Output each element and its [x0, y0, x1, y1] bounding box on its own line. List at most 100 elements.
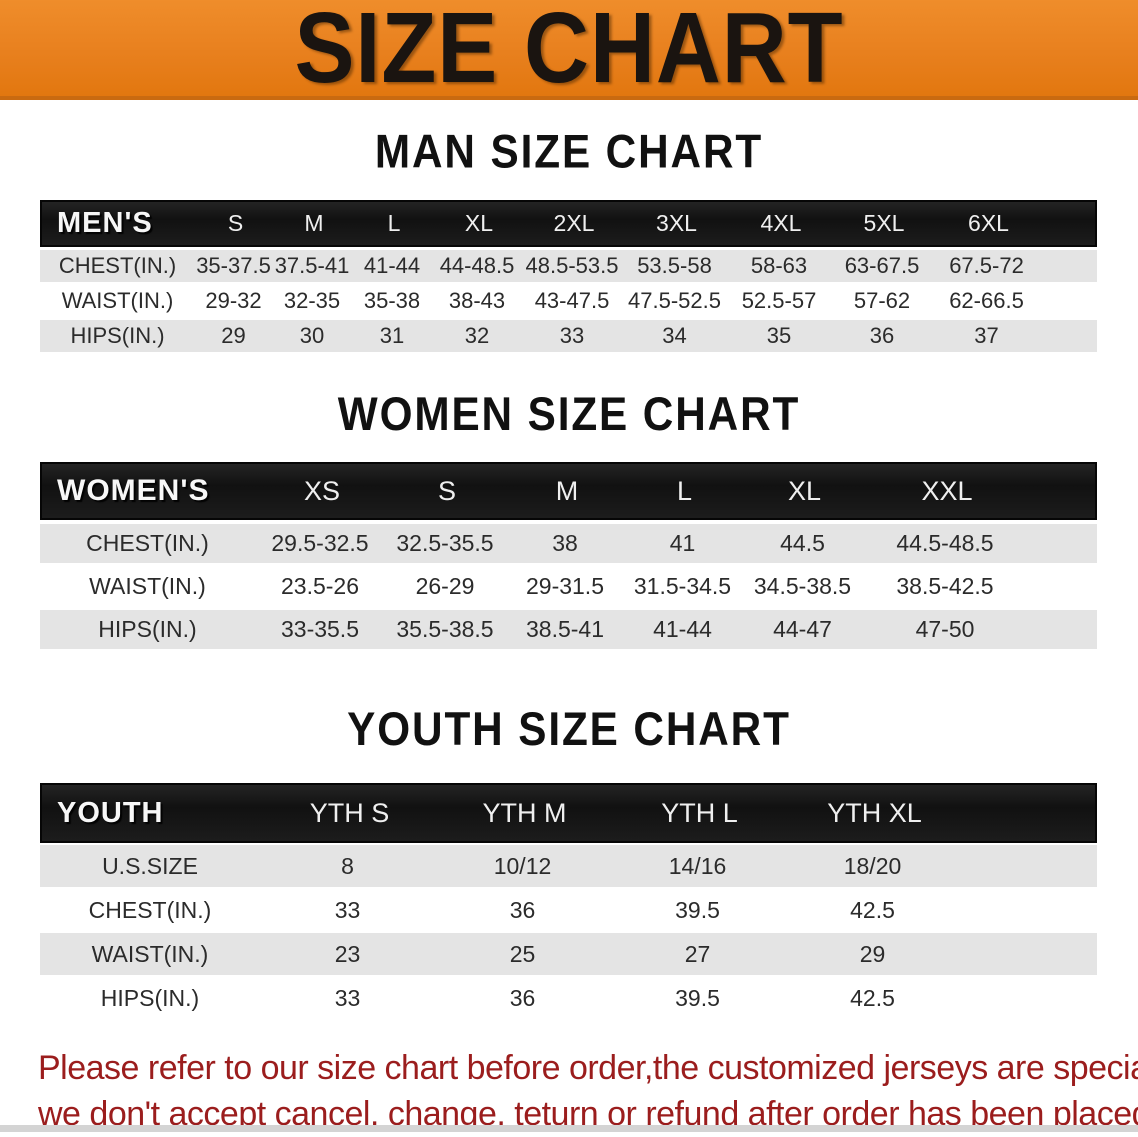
measurement-cell: 52.5-57	[741, 288, 817, 313]
measurement-cell: 41-44	[363, 253, 421, 278]
measurement-cell: 39.5	[675, 896, 720, 923]
measurement-cell: 34	[662, 323, 687, 348]
measurement-cell: 14/16	[668, 852, 727, 879]
table-row: WAIST(IN.) 29-32 32-35 35-38 38-43 43-47.5 47.…	[40, 285, 1097, 317]
size-column-header: 6XL	[968, 210, 1009, 236]
size-column-header: YTH XL	[827, 797, 922, 828]
man-section-title: MAN SIZE CHART	[374, 124, 764, 179]
size-chart-banner: SIZE CHART	[0, 0, 1138, 100]
measurement-cell: 25	[509, 940, 536, 967]
size-column-header: 2XL	[553, 210, 595, 236]
measurement-cell: 44-48.5	[439, 253, 515, 278]
measurement-cell: 44-47	[773, 616, 832, 642]
women-section-title: WOMEN SIZE CHART	[337, 386, 801, 441]
measurement-cell: 42.5	[850, 896, 895, 923]
size-column-header: XL	[787, 475, 822, 506]
table-header-label: WOMEN'S	[57, 474, 210, 507]
size-column-header: XL	[464, 210, 494, 236]
row-label: U.S.SIZE	[102, 852, 198, 879]
size-column-header: 5XL	[863, 210, 905, 236]
banner-title: SIZE CHART	[294, 0, 844, 104]
row-label: CHEST(IN.)	[88, 896, 212, 923]
measurement-cell: 38	[552, 530, 578, 556]
measurement-cell: 36	[509, 896, 536, 923]
row-label: CHEST(IN.)	[86, 530, 209, 556]
measurement-cell: 35.5-38.5	[396, 616, 494, 642]
measurement-cell: 57-62	[853, 288, 911, 313]
measurement-cell: 41-44	[653, 616, 712, 642]
measurement-cell: 44.5-48.5	[896, 530, 994, 556]
size-column-header: XS	[303, 475, 341, 506]
size-column-header: L	[676, 475, 693, 506]
measurement-cell: 36	[869, 323, 895, 348]
measurement-cell: 38.5-42.5	[896, 573, 994, 599]
table-row: WAIST(IN.) 23 25 27 29	[40, 933, 1097, 975]
size-column-header: S	[227, 210, 244, 236]
measurement-cell: 29	[221, 323, 246, 348]
size-column-header: 3XL	[656, 210, 697, 236]
row-label: HIPS(IN.)	[100, 984, 200, 1011]
row-label: WAIST(IN.)	[89, 573, 206, 599]
size-column-header: YTH L	[661, 797, 738, 828]
table-header-label: YOUTH	[57, 796, 164, 829]
measurement-cell: 32-35	[283, 288, 341, 313]
measurement-cell: 26-29	[415, 573, 475, 599]
measurement-cell: 29	[859, 940, 886, 967]
youth-size-table: YOUTH YTH S YTH M YTH L YTH XL U.S.SIZE 8 10/12…	[40, 783, 1097, 1019]
measurement-cell: 37.5-41	[274, 253, 350, 278]
measurement-cell: 35	[766, 323, 792, 348]
row-label: CHEST(IN.)	[58, 253, 177, 278]
measurement-cell: 23	[334, 940, 361, 967]
measurement-cell: 34.5-38.5	[753, 573, 852, 599]
table-row: HIPS(IN.) 33-35.5 35.5-38.5 38.5-41 41-44 44-…	[40, 610, 1097, 649]
measurement-cell: 42.5	[850, 984, 895, 1011]
measurement-cell: 33-35.5	[280, 616, 359, 642]
table-header-row: MEN'S S M L XL 2XL 3XL 4XL 5XL 6XL	[40, 200, 1097, 247]
measurement-cell: 35-38	[363, 288, 421, 313]
measurement-cell: 23.5-26	[280, 573, 359, 599]
table-row: CHEST(IN.) 29.5-32.5 32.5-35.5 38 41 44.5 44.5…	[40, 524, 1097, 563]
measurement-cell: 58-63	[750, 253, 808, 278]
measurement-cell: 48.5-53.5	[525, 253, 619, 278]
measurement-cell: 18/20	[843, 852, 902, 879]
measurement-cell: 33	[334, 896, 361, 923]
women-size-table: WOMEN'S XS S M L XL XXL CHEST(IN.) 29.5-32.5 32.5…	[40, 462, 1097, 649]
measurement-cell: 37	[974, 323, 999, 348]
row-label: WAIST(IN.)	[61, 288, 174, 313]
table-row: HIPS(IN.) 29 30 31 32 33 34 35 36 37	[40, 320, 1097, 352]
size-column-header: M	[304, 210, 324, 236]
table-header-row: YOUTH YTH S YTH M YTH L YTH XL	[40, 783, 1097, 843]
row-label: WAIST(IN.)	[91, 940, 209, 967]
youth-section-title: YOUTH SIZE CHART	[347, 701, 791, 756]
size-column-header: YTH M	[482, 797, 567, 828]
measurement-cell: 33	[559, 323, 585, 348]
measurement-cell: 41	[669, 530, 696, 556]
measurement-cell: 43-47.5	[534, 288, 610, 313]
table-row: HIPS(IN.) 33 36 39.5 42.5	[40, 977, 1097, 1019]
measurement-cell: 10/12	[493, 852, 552, 879]
measurement-cell: 63-67.5	[844, 253, 920, 278]
table-row: CHEST(IN.) 35-37.5 37.5-41 41-44 44-48.5 48.5…	[40, 250, 1097, 282]
measurement-cell: 32.5-35.5	[396, 530, 494, 556]
measurement-cell: 62-66.5	[949, 288, 1024, 313]
measurement-cell: 27	[684, 940, 711, 967]
measurement-cell: 47.5-52.5	[628, 288, 721, 313]
measurement-cell: 31	[379, 323, 405, 348]
measurement-cell: 29-32	[205, 288, 262, 313]
measurement-cell: 38.5-41	[525, 616, 604, 642]
size-column-header: XXL	[921, 475, 973, 506]
table-row: CHEST(IN.) 33 36 39.5 42.5	[40, 889, 1097, 931]
measurement-cell: 67.5-72	[949, 253, 1024, 278]
measurement-cell: 30	[299, 323, 325, 348]
measurement-cell: 32	[464, 323, 490, 348]
measurement-cell: 47-50	[915, 616, 975, 642]
disclaimer-line-1: Please refer to our size chart before or…	[38, 1049, 1138, 1087]
measurement-cell: 29.5-32.5	[271, 530, 369, 556]
table-row: WAIST(IN.) 23.5-26 26-29 29-31.5 31.5-34.5 34…	[40, 567, 1097, 606]
size-column-header: YTH S	[309, 797, 390, 828]
measurement-cell: 39.5	[675, 984, 720, 1011]
measurement-cell: 38-43	[448, 288, 506, 313]
table-row: U.S.SIZE 8 10/12 14/16 18/20	[40, 845, 1097, 887]
size-column-header: S	[437, 475, 456, 506]
measurement-cell: 29-31.5	[525, 573, 604, 599]
